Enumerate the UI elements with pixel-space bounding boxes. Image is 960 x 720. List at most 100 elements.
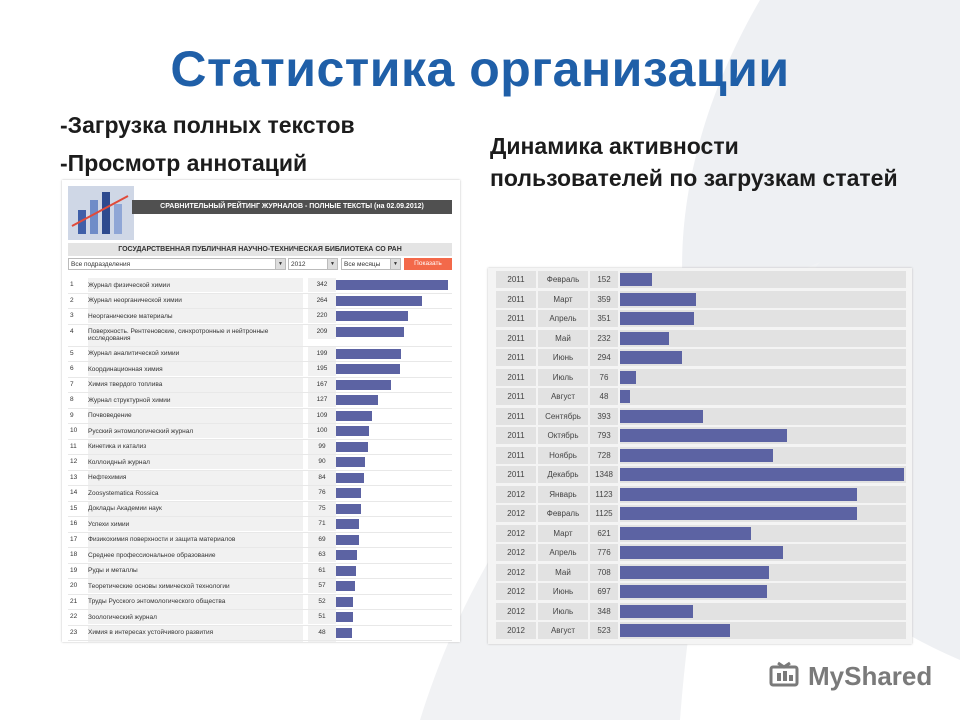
month-label: Май [538, 563, 588, 581]
journal-name[interactable]: Химия в интересах устойчивого развития [88, 625, 303, 640]
bar [620, 448, 774, 462]
data-label: 51 [308, 610, 336, 624]
table-row: 24Геология и геофизика 47 [68, 641, 452, 642]
journal-name[interactable]: Журнал аналитической химии [88, 346, 303, 361]
bar [336, 311, 409, 321]
bar [620, 331, 669, 345]
data-label: 100 [308, 424, 336, 438]
year-select[interactable]: 2012 ▼ [288, 258, 338, 270]
month-label: Февраль [538, 271, 588, 288]
journal-name[interactable]: Поверхность. Рентгеновские, синхротронны… [88, 324, 303, 346]
rank-number: 7 [70, 380, 74, 388]
year-label: 2012 [496, 563, 536, 581]
rank-number: 14 [70, 489, 78, 496]
rank-number: 4 [70, 327, 74, 335]
table-row: 7 Химия твердого топлива 167 [68, 377, 452, 393]
bar-track [620, 388, 906, 405]
bar [336, 550, 357, 560]
bar [336, 280, 448, 290]
month-label: Октябрь [538, 427, 588, 444]
journal-name[interactable]: Русский энтомологический журнал [88, 424, 303, 438]
month-select[interactable]: Все месяцы ▼ [341, 258, 401, 270]
journal-name[interactable]: Журнал структурной химии [88, 393, 303, 407]
data-label: 61 [308, 563, 336, 578]
show-button[interactable]: Показать [404, 258, 452, 270]
bar-track [620, 271, 906, 288]
bullet-item-abstracts: -Просмотр аннотаций [60, 150, 308, 176]
month-label: Апрель [538, 310, 588, 327]
journal-name[interactable]: Доклады Академии наук [88, 501, 303, 516]
data-label: 348 [590, 602, 618, 620]
data-label: 63 [308, 548, 336, 562]
bar [620, 468, 904, 481]
journal-name[interactable]: Руды и металлы [88, 563, 303, 578]
bar [336, 596, 354, 607]
journal-name[interactable]: Успехи химии [88, 517, 303, 531]
journal-name[interactable]: Физикохимия поверхности и защита материа… [88, 532, 303, 547]
journal-name[interactable]: Среднее профессиональное образование [88, 548, 303, 562]
journal-name[interactable]: Коллоидный журнал [88, 455, 303, 469]
year-label: 2012 [496, 602, 536, 620]
journal-name[interactable]: Зоологический журнал [88, 610, 303, 624]
journal-name[interactable]: Неорганические материалы [88, 309, 303, 323]
journal-name[interactable]: Почвоведение [88, 408, 303, 423]
bar [620, 429, 788, 442]
journal-name[interactable]: Нефтехимия [88, 470, 303, 485]
bar [620, 312, 694, 325]
chevron-down-icon: ▼ [275, 259, 285, 269]
bar [620, 487, 857, 501]
rank-number: 3 [70, 312, 74, 319]
data-label: 232 [590, 329, 618, 347]
journal-name[interactable]: Труды Русского энтомологического обществ… [88, 594, 303, 609]
bar [620, 292, 696, 306]
ranking-header: СРАВНИТЕЛЬНЫЙ РЕЙТИНГ ЖУРНАЛОВ - ПОЛНЫЕ … [132, 200, 452, 214]
table-row: 2012 Февраль 1125 [496, 504, 906, 524]
journal-name[interactable]: Кинетика и катализ [88, 439, 303, 454]
year-label: 2011 [496, 310, 536, 327]
bar [336, 426, 369, 436]
rank-number: 11 [70, 442, 77, 450]
bar-track [620, 368, 906, 386]
table-row: 11 Кинетика и катализ 99 [68, 439, 452, 455]
bar [336, 488, 361, 498]
data-label: 84 [308, 470, 336, 485]
year-label: 2011 [496, 271, 536, 288]
journal-name[interactable]: Химия твердого топлива [88, 377, 303, 392]
ranking-logo-icon [68, 186, 134, 240]
bar [336, 503, 361, 514]
rank-number: 24 [70, 641, 86, 642]
journal-name[interactable]: Координационная химия [88, 362, 303, 376]
table-row: 2011 Июль 76 [496, 368, 906, 388]
year-label: 2012 [496, 524, 536, 542]
data-label: 708 [590, 563, 618, 581]
bar [336, 565, 356, 576]
bar [336, 612, 353, 622]
table-row: 16 Успехи химии 71 [68, 517, 452, 533]
journal-name[interactable]: Геология и геофизика [88, 641, 303, 642]
table-row: 13 Нефтехимия 84 [68, 470, 452, 486]
table-row: 2011 Май 232 [496, 329, 906, 349]
journal-name[interactable]: Журнал неорганической химии [88, 293, 303, 308]
month-label: Июль [538, 602, 588, 620]
rank-number: 13 [70, 473, 78, 481]
data-label: 195 [308, 362, 336, 376]
table-row: 17 Физикохимия поверхности и защита матер… [68, 532, 452, 548]
data-label: 793 [590, 427, 618, 444]
organization-name: ГОСУДАРСТВЕННАЯ ПУБЛИЧНАЯ НАУЧНО-ТЕХНИЧЕ… [68, 243, 452, 256]
journal-name[interactable]: Zoosystematica Rossica [88, 486, 303, 500]
month-label: Февраль [538, 505, 588, 522]
department-select[interactable]: Все подразделения ▼ [68, 258, 286, 270]
bar [620, 624, 731, 637]
rank-number: 20 [70, 582, 78, 589]
rank-number: 21 [70, 597, 78, 605]
year-select-value: 2012 [291, 261, 306, 268]
bar [336, 326, 405, 337]
month-label: Январь [538, 485, 588, 503]
rank-number: 19 [70, 566, 78, 574]
table-row: 8 Журнал структурной химии 127 [68, 393, 452, 409]
table-row: 6 Координационная химия 195 [68, 362, 452, 378]
journal-name[interactable]: Журнал физической химии [88, 278, 303, 292]
data-label: 1125 [590, 505, 618, 522]
table-row: 2012 Июнь 697 [496, 582, 906, 602]
journal-name[interactable]: Теоретические основы химической технолог… [88, 579, 303, 593]
